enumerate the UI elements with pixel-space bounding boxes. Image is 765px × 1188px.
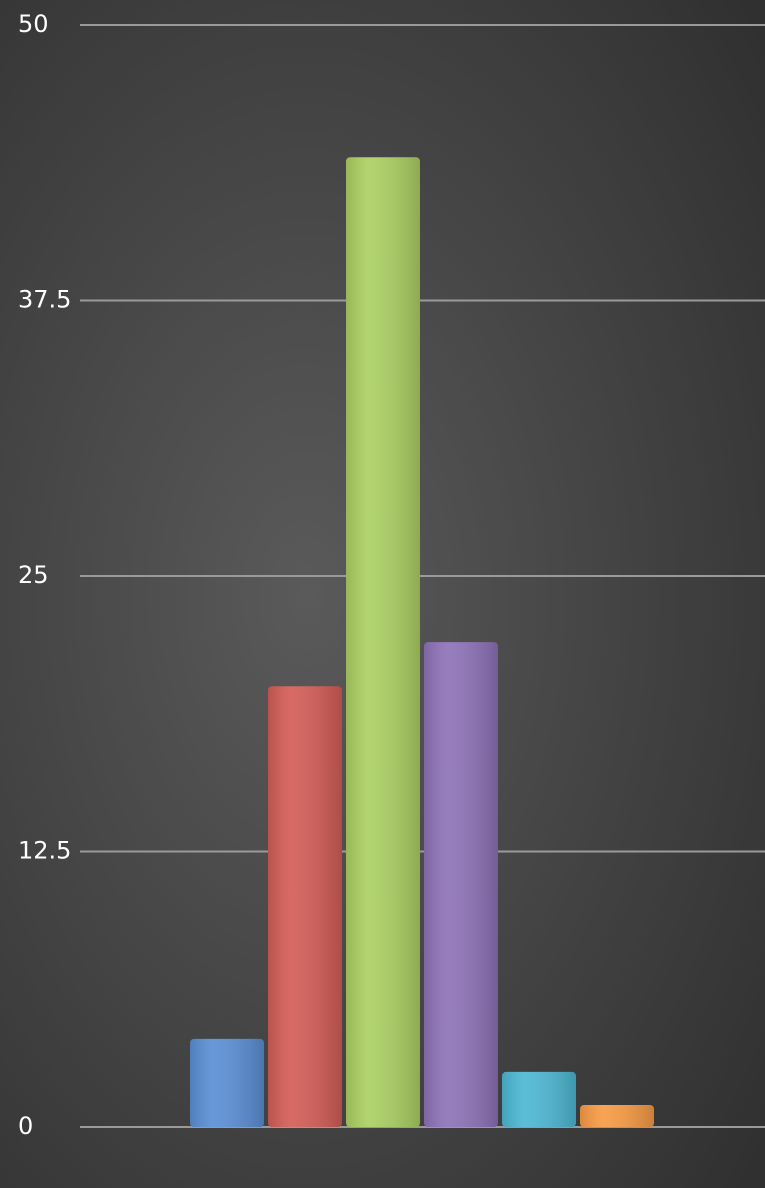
bar	[268, 686, 342, 1127]
y-tick-label: 12.5	[18, 837, 71, 865]
y-tick-label: 50	[18, 10, 49, 38]
bar	[424, 642, 498, 1127]
y-tick-label: 37.5	[18, 286, 71, 314]
bar	[346, 157, 420, 1128]
bar	[580, 1104, 654, 1127]
y-tick-label: 0	[18, 1112, 33, 1140]
bar	[190, 1038, 264, 1127]
y-tick-label: 25	[18, 561, 49, 589]
bar	[502, 1071, 576, 1127]
